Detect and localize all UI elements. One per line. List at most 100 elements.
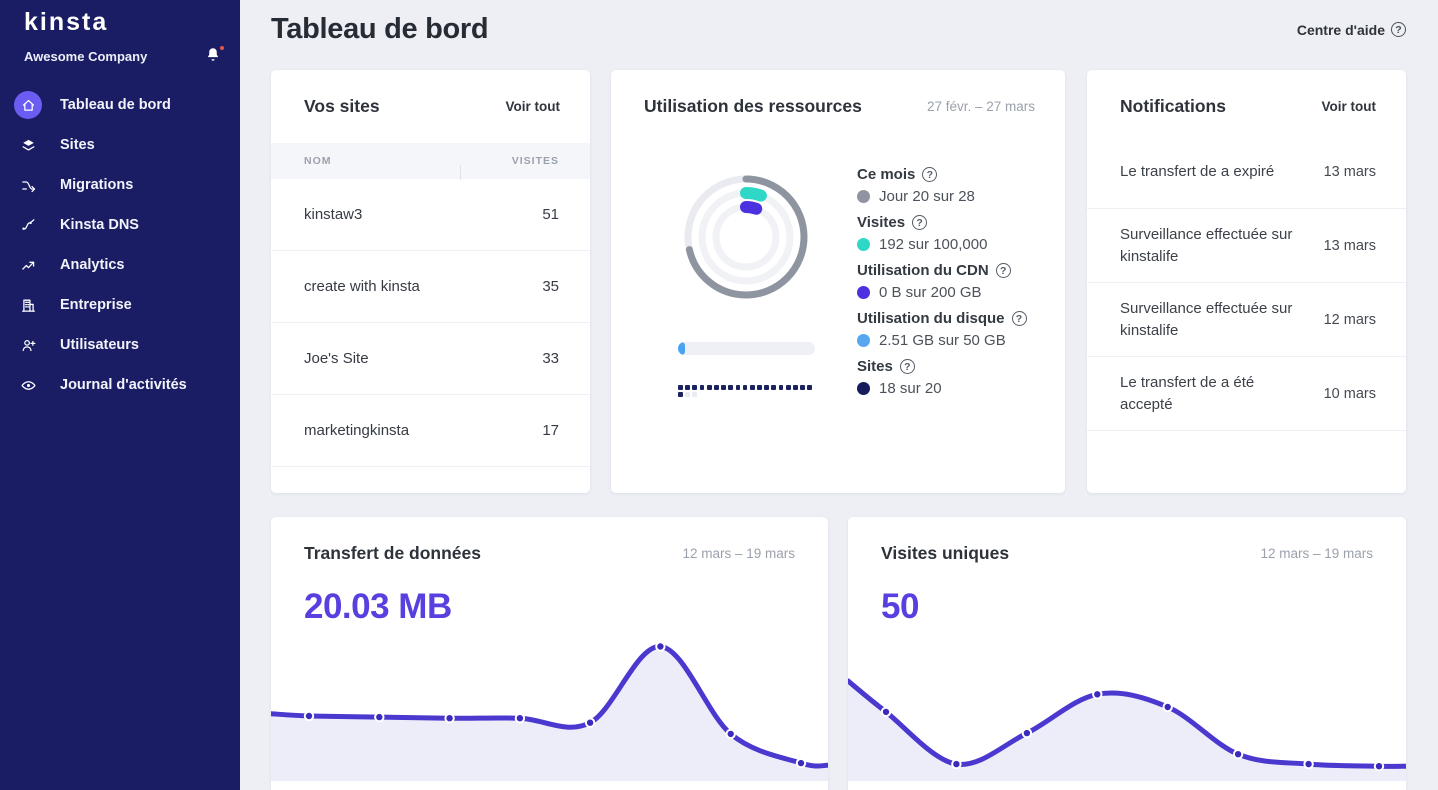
- unique-visits-title: Visites uniques: [881, 543, 1010, 563]
- table-row[interactable]: create with kinsta 35: [271, 251, 590, 323]
- bar-segment: [757, 385, 762, 390]
- sidebar-item-label: Kinsta DNS: [60, 217, 139, 233]
- sidebar-item-label: Journal d'activités: [60, 377, 187, 393]
- notification-date: 10 mars: [1323, 385, 1376, 402]
- data-transfer-total: 20.03 MB: [304, 587, 452, 626]
- legend-value: 0 B sur 200 GB: [879, 284, 982, 301]
- notification-date: 13 mars: [1323, 237, 1376, 254]
- legend-color-dot: [857, 190, 870, 203]
- bar-segment: [728, 385, 734, 390]
- sidebar-item-tableau-de-bord[interactable]: Tableau de bord: [0, 85, 240, 125]
- notifications-title: Notifications: [1120, 96, 1226, 116]
- site-name: marketingkinsta: [304, 422, 410, 439]
- site-visits: 33: [542, 350, 559, 367]
- list-item[interactable]: Surveillance effectuée sur kinstalife 13 …: [1087, 209, 1406, 283]
- help-question-icon[interactable]: ?: [1011, 311, 1027, 326]
- sidebar-item-kinsta-dns[interactable]: Kinsta DNS: [0, 205, 240, 245]
- help-question-icon[interactable]: ?: [912, 215, 928, 230]
- page-title: Tableau de bord: [271, 13, 489, 45]
- site-visits: 35: [542, 278, 559, 295]
- sidebar-item-label: Entreprise: [60, 297, 132, 313]
- legend-label: Sites: [857, 358, 893, 375]
- bar-segment: [692, 392, 698, 397]
- list-item[interactable]: Le transfert de a été accepté 10 mars: [1087, 357, 1406, 431]
- legend-value: Jour 20 sur 28: [879, 188, 975, 205]
- site-visits: 17: [542, 422, 559, 439]
- analytics-icon: [14, 251, 42, 279]
- sidebar: kinsta Awesome Company Tableau de bord Si…: [0, 0, 240, 790]
- data-transfer-line-chart: [271, 641, 828, 781]
- bar-segment: [699, 385, 705, 390]
- sidebar-item-analytics[interactable]: Analytics: [0, 245, 240, 285]
- bar-segment: [735, 385, 741, 390]
- column-header-visits: VISITES: [460, 155, 590, 180]
- bar-segment: [800, 385, 805, 390]
- bar-segment: [713, 385, 719, 390]
- sidebar-item-utilisateurs[interactable]: Utilisateurs: [0, 325, 240, 365]
- bar-segment: [678, 385, 683, 390]
- notification-text: Le transfert de a expiré: [1120, 162, 1275, 180]
- legend-value: 2.51 GB sur 50 GB: [879, 332, 1006, 349]
- company-icon: [14, 291, 42, 319]
- notifications-bell-icon[interactable]: [204, 44, 226, 66]
- help-center-link[interactable]: Centre d'aide ?: [1297, 22, 1406, 38]
- resource-usage-title: Utilisation des ressources: [644, 96, 862, 116]
- notification-text: Surveillance effectuée sur kinstalife: [1120, 299, 1293, 339]
- bar-segment: [749, 385, 755, 390]
- sidebar-item-migrations[interactable]: Migrations: [0, 165, 240, 205]
- legend-group: Ce mois? Jour 20 sur 28: [857, 166, 1039, 205]
- legend-label: Visites: [857, 214, 906, 231]
- sidebar-item-sites[interactable]: Sites: [0, 125, 240, 165]
- help-question-icon[interactable]: ?: [899, 359, 915, 374]
- sidebar-item-entreprise[interactable]: Entreprise: [0, 285, 240, 325]
- migrations-icon: [14, 171, 42, 199]
- legend-value: 192 sur 100,000: [879, 236, 988, 253]
- legend-label: Ce mois: [857, 166, 916, 183]
- legend-group: Sites? 18 sur 20: [857, 358, 1039, 397]
- help-question-icon: ?: [1391, 22, 1406, 37]
- sidebar-item-journal-d-activites[interactable]: Journal d'activités: [0, 365, 240, 405]
- company-name: Awesome Company: [24, 48, 148, 64]
- help-question-icon[interactable]: ?: [995, 263, 1011, 278]
- table-row[interactable]: kinstaw3 51: [271, 179, 590, 251]
- list-item[interactable]: Le transfert de a expiré 13 mars: [1087, 135, 1406, 209]
- topbar: Tableau de bord Centre d'aide ?: [271, 13, 1406, 46]
- bar-segment: [721, 385, 726, 390]
- bar-segment: [793, 385, 798, 390]
- list-item[interactable]: Surveillance effectuée sur kinstalife 12 …: [1087, 283, 1406, 357]
- resource-legend: Ce mois? Jour 20 sur 28 Visites? 192 sur …: [857, 166, 1039, 406]
- legend-color-dot: [857, 334, 870, 347]
- resource-donut-chart: [684, 175, 808, 299]
- table-row[interactable]: Joe's Site 33: [271, 323, 590, 395]
- legend-group: Utilisation du disque? 2.51 GB sur 50 GB: [857, 310, 1039, 349]
- kinsta-logo: kinsta: [24, 8, 109, 36]
- unique-visits-line-chart: [848, 678, 1406, 781]
- notification-date: 12 mars: [1323, 311, 1376, 328]
- notifications-card: Notifications Voir tout Le transfert de …: [1087, 70, 1406, 493]
- bar-segment: [764, 385, 770, 390]
- disk-usage-bar: [678, 342, 815, 355]
- sidebar-item-label: Sites: [60, 137, 95, 153]
- sites-icon: [14, 131, 42, 159]
- table-row[interactable]: marketingkinsta 17: [271, 395, 590, 467]
- your-sites-view-all-link[interactable]: Voir tout: [505, 99, 561, 114]
- sites-table-body: kinstaw3 51 create with kinsta 35 Joe's Site…: [271, 179, 590, 467]
- bar-segment: [685, 392, 690, 397]
- notifications-view-all-link[interactable]: Voir tout: [1321, 99, 1377, 114]
- bar-segment: [706, 385, 712, 390]
- help-question-icon[interactable]: ?: [922, 167, 938, 182]
- bar-segment: [778, 385, 784, 390]
- sites-table-header: NOM VISITES: [271, 143, 590, 180]
- site-visits: 51: [542, 206, 559, 223]
- main-content: Tableau de bord Centre d'aide ? Vos site…: [240, 0, 1438, 790]
- sidebar-nav: Tableau de bord Sites Migrations Kinsta DNS…: [0, 85, 240, 405]
- bar-segment: [685, 385, 690, 390]
- legend-group: Utilisation du CDN? 0 B sur 200 GB: [857, 262, 1039, 301]
- bar-segment: [807, 385, 813, 390]
- notification-date: 13 mars: [1323, 163, 1376, 180]
- bar-segment: [678, 392, 683, 397]
- resource-usage-card: Utilisation des ressources 27 févr. – 27…: [611, 70, 1065, 493]
- legend-label: Utilisation du CDN: [857, 262, 989, 279]
- bar-segment: [692, 385, 698, 390]
- legend-group: Visites? 192 sur 100,000: [857, 214, 1039, 253]
